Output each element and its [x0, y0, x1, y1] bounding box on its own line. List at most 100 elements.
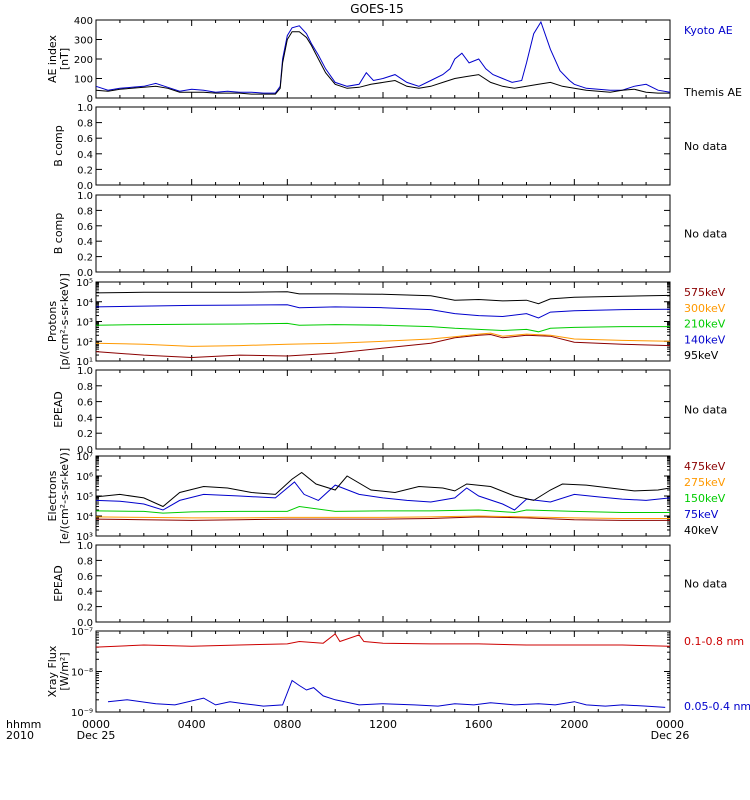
- series-line-210kev: [95, 322, 670, 333]
- series-line-275kev: [95, 515, 670, 519]
- series-line-themis-ae: [95, 31, 670, 95]
- y-tick-label: 400: [74, 16, 93, 27]
- y-tick-label: 10⁶: [76, 472, 93, 483]
- y-tick-label: 0.4: [77, 413, 93, 424]
- y-tick-label: 0.8: [77, 556, 93, 567]
- y-axis-label: B comp: [52, 125, 65, 167]
- y-tick-label: 0: [87, 94, 93, 105]
- panel-protons: 10¹ 10² 10³ 10⁴ 10⁵ Protons [p/(cm²-s-sr-keV)]…: [46, 273, 726, 370]
- no-data-label: No data: [684, 140, 727, 153]
- x-tick-label: 0400: [178, 718, 206, 731]
- no-data-label: No data: [684, 228, 727, 241]
- panel-frame: [95, 369, 671, 450]
- series-line-140kev: [95, 304, 671, 319]
- y-tick-label: 1.0: [77, 103, 93, 114]
- y-tick-label: 10⁴: [76, 512, 93, 523]
- legend-entry: 475keV: [684, 460, 726, 473]
- legend-entry: 210keV: [684, 318, 726, 331]
- y-tick-label: 0.6: [77, 222, 93, 233]
- y-tick-label: 10³: [76, 318, 93, 329]
- x-tick-label: 1600: [465, 718, 493, 731]
- y-tick-label: 200: [74, 55, 93, 66]
- series-line-300kev: [95, 332, 671, 347]
- legend-entry: 140keV: [684, 333, 726, 346]
- y-axis-label: [W/m²]: [58, 652, 71, 690]
- y-tick-label: 1.0: [77, 366, 93, 377]
- y-tick-label: 100: [74, 75, 93, 86]
- legend-entry: 75keV: [684, 508, 719, 521]
- y-axis-label: [nT]: [58, 48, 71, 70]
- y-tick-label: 0.4: [77, 587, 93, 598]
- panel-bcomp1: 0.0 0.2 0.4 0.6 0.8 1.0 B comp No data: [52, 103, 727, 192]
- x-date-label: Dec 25: [77, 729, 116, 742]
- series-line-40kev: [95, 471, 671, 508]
- no-data-label: No data: [684, 404, 727, 417]
- legend-entry: 0.05-0.4 nm: [684, 700, 750, 713]
- legend-entry: 300keV: [684, 302, 726, 315]
- y-tick-label: 300: [74, 36, 93, 47]
- panel-xray: 10⁻⁹ 10⁻⁸ 10⁻⁷ Xray Flux [W/m²] 0.1-0.8 nm 0.0…: [46, 627, 750, 742]
- chart-title: GOES-15: [350, 2, 404, 16]
- y-tick-label: 10⁻⁷: [71, 627, 93, 638]
- y-tick-label: 0.8: [77, 382, 93, 393]
- y-tick-label: 0.0: [77, 618, 93, 629]
- y-tick-label: 0.8: [77, 119, 93, 130]
- y-tick-label: 10⁻⁸: [71, 668, 93, 679]
- y-tick-label: 0.4: [77, 237, 93, 248]
- legend-entry: 0.1-0.8 nm: [684, 635, 744, 648]
- y-axis-label: [p/(cm²-s-sr-keV)]: [58, 273, 71, 370]
- legend-entry: Themis AE: [683, 86, 742, 99]
- y-tick-label: 0.6: [77, 572, 93, 583]
- panel-frame: [95, 455, 671, 537]
- y-tick-label: 10⁻⁹: [71, 708, 93, 719]
- series-line-150kev: [95, 505, 670, 514]
- series-line-kyoto-ae: [95, 20, 671, 94]
- y-tick-label: 0.0: [77, 268, 93, 279]
- panel-electrons: 10³ 10⁴ 10⁵ 10⁶ 10⁷ Electrons [e/(cm²-s-sr-keV…: [46, 448, 726, 544]
- y-tick-label: 0.4: [77, 150, 93, 161]
- y-axis-label: Protons: [46, 301, 59, 342]
- series-line-75kev: [95, 481, 671, 511]
- y-tick-label: 0.8: [77, 206, 93, 217]
- legend-entry: 150keV: [684, 492, 726, 505]
- y-axis-label: AE index: [46, 34, 59, 83]
- y-axis-label: B comp: [52, 213, 65, 255]
- panel-frame: [95, 544, 671, 623]
- y-tick-label: 0.2: [77, 429, 93, 440]
- x-tick-label: 0800: [273, 718, 301, 731]
- legend-entry: 95keV: [684, 349, 719, 362]
- y-tick-label: 0.2: [77, 165, 93, 176]
- y-tick-label: 10⁷: [76, 452, 93, 463]
- y-axis-label: Electrons: [46, 470, 59, 521]
- y-tick-label: 0.0: [77, 181, 93, 192]
- series-line-475kev: [95, 516, 670, 521]
- y-tick-label: 10²: [76, 337, 93, 348]
- y-tick-label: 0.6: [77, 134, 93, 145]
- y-axis-label: EPEAD: [52, 565, 65, 602]
- legend-entry: 275keV: [684, 476, 726, 489]
- x-tick-label: 0000: [82, 718, 110, 731]
- series-line-0-1-0-8-nm: [95, 633, 671, 648]
- y-tick-label: 10⁴: [76, 298, 93, 309]
- series-line-95kev: [95, 291, 671, 305]
- x-tick-label: 2000: [560, 718, 588, 731]
- y-tick-label: 10³: [76, 532, 93, 543]
- y-tick-label: 0.6: [77, 398, 93, 409]
- y-tick-label: 10⁵: [76, 492, 93, 503]
- y-axis-label: EPEAD: [52, 391, 65, 428]
- time-axis-prefix-hhmm: hhmm: [6, 718, 41, 731]
- y-tick-label: 1.0: [77, 541, 93, 552]
- y-axis-label: [e/(cm²-s-sr-keV)]: [58, 448, 71, 544]
- legend-entry: 40keV: [684, 524, 719, 537]
- legend-entry: 575keV: [684, 286, 726, 299]
- y-tick-label: 1.0: [77, 191, 93, 202]
- y-tick-label: 0.2: [77, 603, 93, 614]
- series-line-0-05-0-4-nm: [107, 679, 666, 708]
- x-date-label: Dec 26: [651, 729, 690, 742]
- y-tick-label: 0.2: [77, 253, 93, 264]
- panel-frame: [95, 19, 671, 99]
- panel-bcomp2: 0.0 0.2 0.4 0.6 0.8 1.0 B comp No data: [52, 191, 727, 279]
- panel-epead2: 0.0 0.2 0.4 0.6 0.8 1.0 EPEAD No data: [52, 541, 727, 629]
- y-axis-label: Xray Flux: [46, 645, 59, 697]
